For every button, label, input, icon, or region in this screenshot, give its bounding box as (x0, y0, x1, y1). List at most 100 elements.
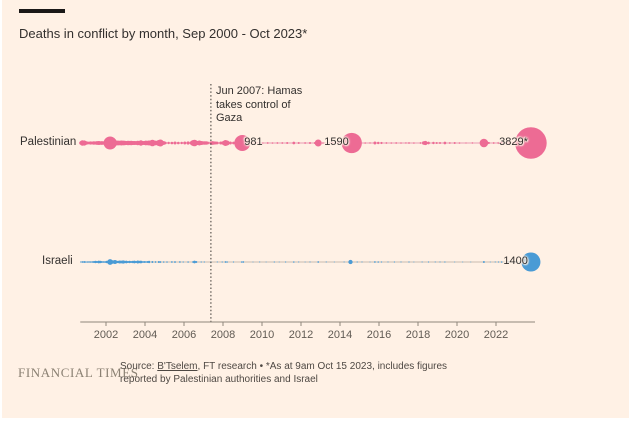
bubble (104, 261, 107, 263)
bubble (393, 261, 396, 263)
bubble (252, 261, 254, 263)
bubble (94, 260, 97, 264)
axis-tick-label: 2004 (132, 329, 158, 341)
bubble (297, 141, 300, 145)
bubble (232, 261, 235, 263)
bubble (507, 261, 509, 263)
bubble (482, 261, 485, 263)
bubble (390, 142, 393, 144)
bubble (369, 142, 371, 144)
bubble (167, 141, 170, 145)
axis-tick-label: 2016 (366, 329, 392, 341)
bubble (88, 261, 90, 263)
bubble (130, 260, 133, 264)
bubble (317, 261, 320, 263)
bubble (91, 261, 94, 263)
bubble (432, 141, 435, 145)
bubble (81, 261, 84, 263)
bubble (154, 261, 157, 263)
bubble (259, 261, 261, 263)
bubble (435, 141, 438, 145)
bubble (361, 261, 363, 263)
bubble (157, 260, 160, 264)
bubble (487, 141, 490, 145)
bubble (170, 141, 174, 145)
bubble (444, 261, 446, 263)
bubble (195, 260, 198, 264)
bubble (146, 260, 149, 264)
row-label-israeli: Israeli (42, 255, 73, 267)
bubble (304, 261, 306, 263)
bubble (506, 141, 511, 145)
bubble (453, 141, 456, 145)
bubble (293, 261, 295, 263)
source-note: Source: B'Tselem, FT research • *As at 9… (120, 361, 456, 386)
bubble-labeled (521, 252, 541, 272)
bubble (497, 261, 500, 263)
annotation-line-1: Jun 2007: Hamas (216, 85, 303, 97)
axis-tick-label: 2020 (444, 329, 470, 341)
ft-logo: FINANCIAL TIMES (18, 365, 139, 380)
bubble (89, 261, 92, 263)
bubble (333, 261, 335, 263)
bubble (408, 142, 410, 144)
bubble (141, 261, 144, 263)
bubble (80, 261, 82, 263)
bubble (99, 260, 102, 264)
bubble (434, 261, 436, 263)
bubble (86, 261, 89, 263)
bubble (252, 142, 254, 144)
bubble (179, 261, 181, 263)
bubble (421, 261, 423, 263)
bubble (115, 260, 118, 264)
bubble-value-label: 1590 (324, 136, 349, 148)
bubble (224, 140, 230, 146)
bubble (162, 261, 165, 263)
bubble (286, 141, 289, 145)
bubble (284, 261, 287, 263)
bubble (439, 261, 441, 263)
bubble (128, 260, 131, 264)
source-link[interactable]: B'Tselem (157, 361, 198, 372)
bubble (193, 260, 196, 264)
bubble (183, 141, 187, 145)
bubble (278, 261, 280, 263)
source-rest: , FT research • *As at 9am Oct 15 2023, … (120, 361, 448, 385)
bubble (258, 142, 261, 144)
bubble (448, 142, 451, 144)
bubble-value-label: 3829* (499, 136, 528, 148)
bubble (515, 261, 517, 263)
bubble (408, 261, 410, 263)
bubble (266, 142, 269, 144)
bubble (163, 141, 167, 145)
bubble (309, 261, 311, 263)
bubble (471, 142, 474, 144)
bubble (400, 142, 402, 144)
bubble (385, 142, 388, 144)
bubble (454, 261, 456, 263)
bubble (281, 142, 284, 144)
bubble (100, 260, 103, 264)
bubble (216, 261, 218, 263)
bubble (265, 261, 267, 263)
bubble (255, 142, 258, 144)
bubble (343, 261, 345, 263)
bubble-labeled (515, 127, 547, 159)
bubble (374, 261, 376, 263)
chart-title: Deaths in conflict by month, Sep 2000 - … (19, 26, 308, 41)
bubble (314, 139, 322, 147)
bubble (331, 142, 334, 144)
bubble (470, 261, 472, 263)
bubble (228, 141, 232, 145)
bubble (413, 142, 415, 144)
bubble (419, 142, 422, 144)
bubble (186, 141, 190, 145)
axis-tick-label: 2006 (171, 329, 197, 341)
bubble (298, 261, 300, 263)
event-annotation: Jun 2007: Hamas takes control of Gaza (216, 85, 302, 126)
bubble (364, 142, 367, 144)
bubble (271, 142, 274, 144)
bubble (187, 261, 189, 263)
